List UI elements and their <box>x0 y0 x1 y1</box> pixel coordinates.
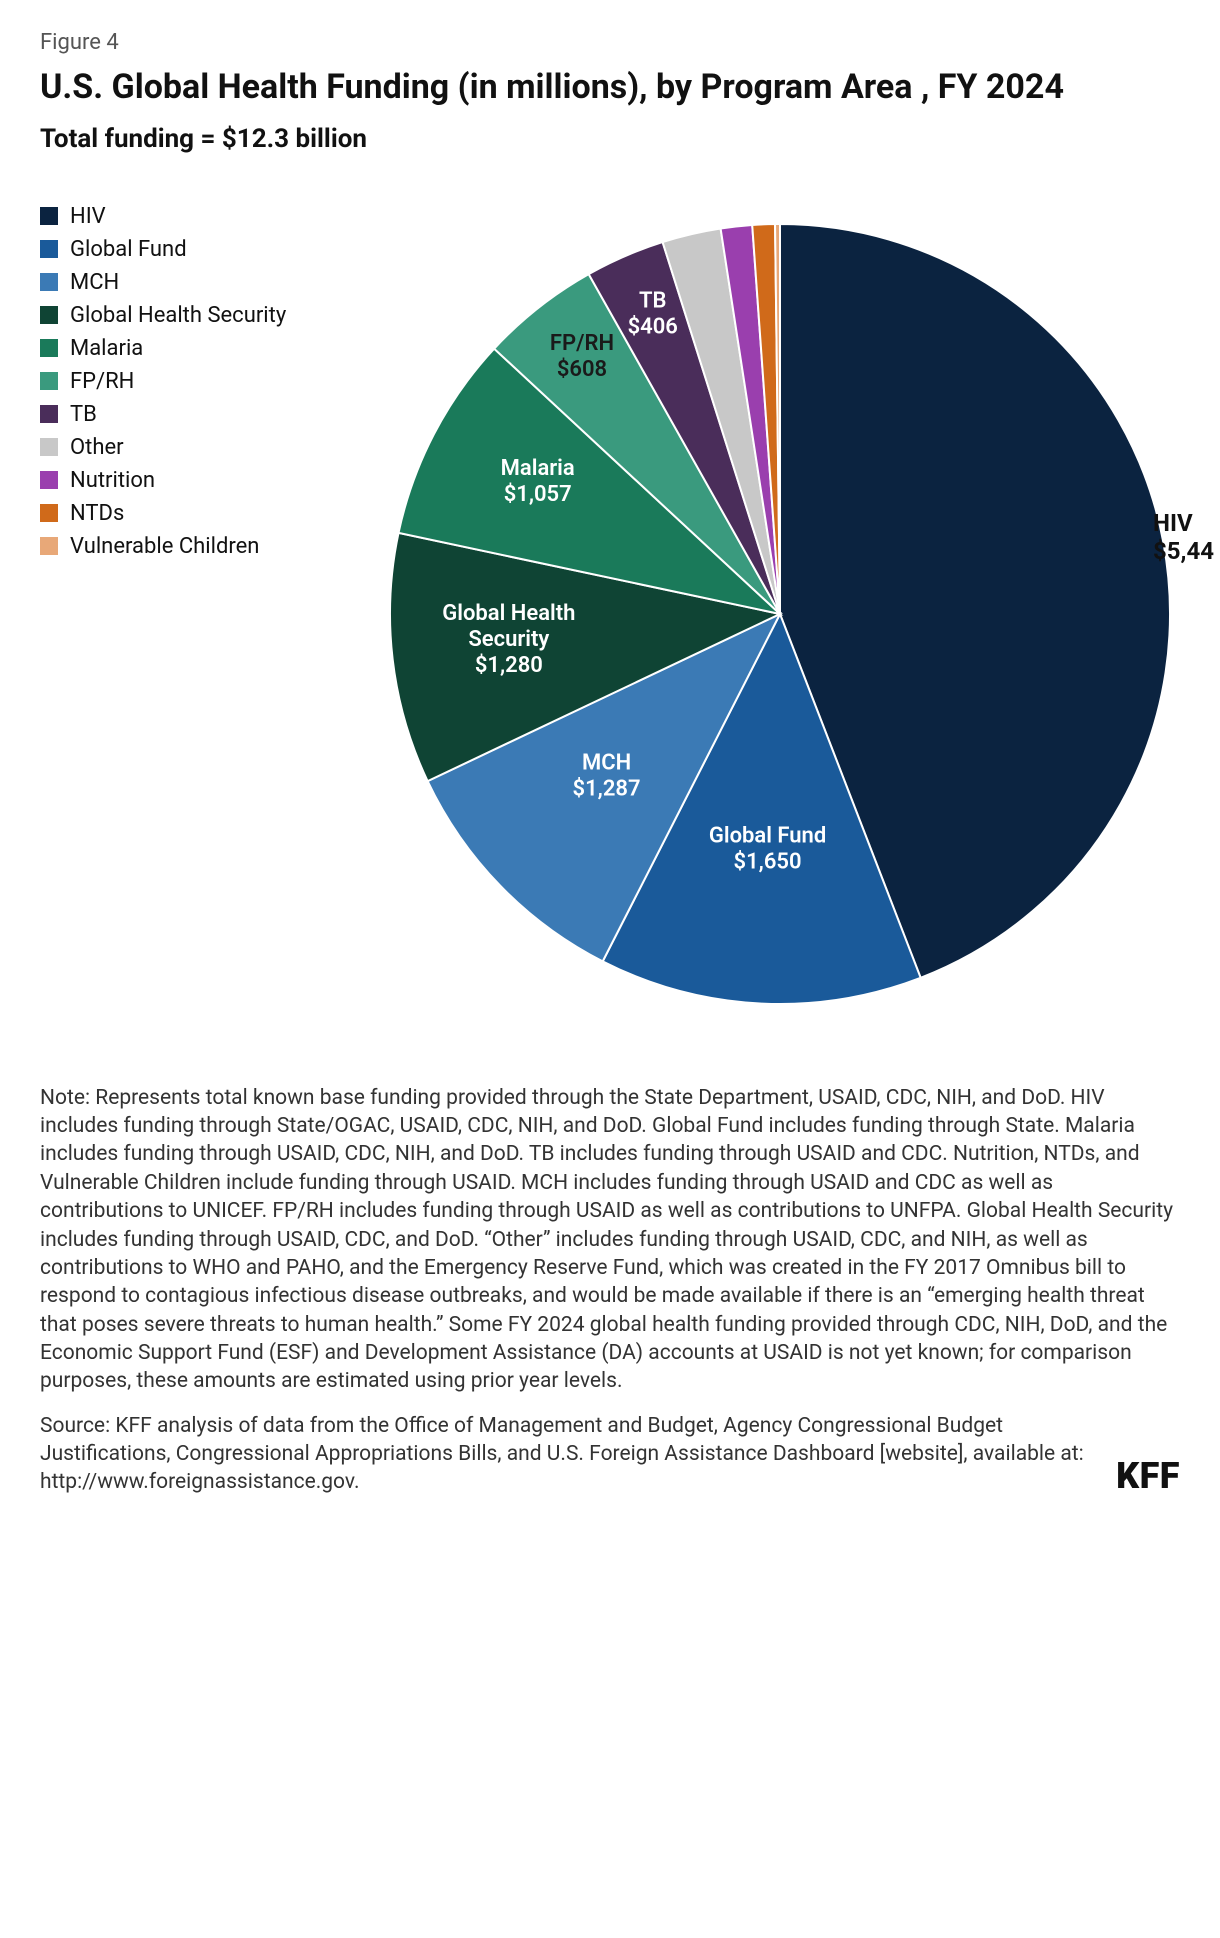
slice-label: TB <box>639 288 667 313</box>
source-row: Source: KFF analysis of data from the Of… <box>40 1412 1180 1497</box>
hiv-outside-value: $5,44 <box>1153 537 1214 565</box>
legend-item: Global Fund <box>40 237 286 262</box>
note-text: Note: Represents total known base fundin… <box>40 1084 1180 1396</box>
slice-label: $1,057 <box>504 482 572 507</box>
legend-swatch <box>40 471 58 489</box>
pie-chart: Global Fund$1,650 MCH$1,287 Global HealthS… <box>300 184 1200 1054</box>
legend-label: Vulnerable Children <box>70 534 259 559</box>
legend-label: Global Health Security <box>70 303 286 328</box>
slice-label: $1,287 <box>573 776 641 801</box>
legend-label: FP/RH <box>70 369 134 394</box>
legend-label: MCH <box>70 270 119 295</box>
legend-item: Global Health Security <box>40 303 286 328</box>
chart-title: U.S. Global Health Funding (in millions)… <box>40 67 1180 108</box>
legend-swatch <box>40 504 58 522</box>
figure-container: Figure 4 U.S. Global Health Funding (in … <box>0 0 1220 1517</box>
legend-label: Malaria <box>70 336 143 361</box>
slice-label: $608 <box>557 357 607 382</box>
legend-swatch <box>40 339 58 357</box>
legend-label: Other <box>70 435 124 460</box>
legend-swatch <box>40 372 58 390</box>
legend-item: FP/RH <box>40 369 286 394</box>
legend-item: NTDs <box>40 501 286 526</box>
legend-swatch <box>40 240 58 258</box>
legend-item: Nutrition <box>40 468 286 493</box>
slice-label: MCH <box>582 750 631 775</box>
slice-label: Global Fund <box>709 823 826 848</box>
legend-label: HIV <box>70 204 106 229</box>
legend-swatch <box>40 438 58 456</box>
legend-swatch <box>40 207 58 225</box>
slice-label: $1,280 <box>475 653 543 678</box>
legend-label: TB <box>70 402 97 427</box>
legend-item: TB <box>40 402 286 427</box>
legend-item: HIV <box>40 204 286 229</box>
chart-subtitle: Total funding = $12.3 billion <box>40 124 1180 154</box>
slice-label: Global Health <box>442 601 575 626</box>
legend-label: Nutrition <box>70 468 155 493</box>
legend-item: Malaria <box>40 336 286 361</box>
legend-swatch <box>40 306 58 324</box>
hiv-outside-label: HIV $5,44 <box>1153 509 1214 565</box>
legend-label: Global Fund <box>70 237 187 262</box>
slice-label: FP/RH <box>550 331 614 356</box>
legend-item: MCH <box>40 270 286 295</box>
kff-logo: KFF <box>1116 1455 1180 1497</box>
legend-swatch <box>40 537 58 555</box>
figure-label: Figure 4 <box>40 30 1180 55</box>
legend-swatch <box>40 273 58 291</box>
legend: HIV Global Fund MCH Global Health Security M… <box>40 204 286 567</box>
legend-item: Other <box>40 435 286 460</box>
slice-label: $1,650 <box>734 849 802 874</box>
plot-area: HIV Global Fund MCH Global Health Security M… <box>40 184 1180 1054</box>
slice-label: Security <box>468 627 549 652</box>
legend-swatch <box>40 405 58 423</box>
slice-label: $406 <box>628 314 678 339</box>
hiv-outside-name: HIV <box>1153 509 1214 537</box>
source-text: Source: KFF analysis of data from the Of… <box>40 1412 1116 1497</box>
slice-label: Malaria <box>501 456 575 481</box>
legend-item: Vulnerable Children <box>40 534 286 559</box>
legend-label: NTDs <box>70 501 124 526</box>
